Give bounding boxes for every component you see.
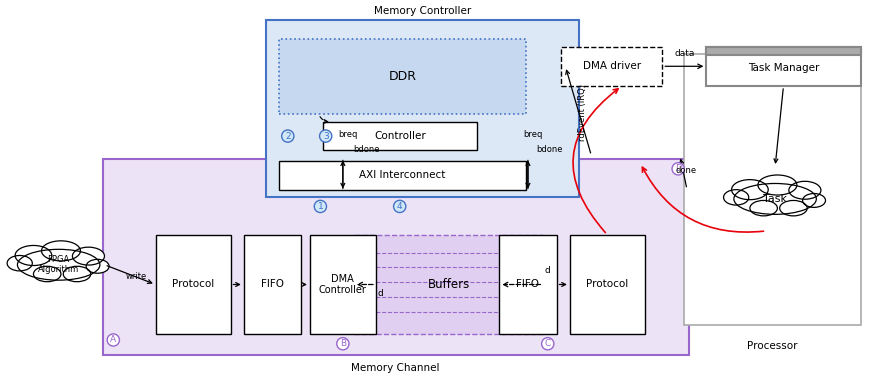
Text: DDR: DDR — [388, 70, 416, 83]
Text: d: d — [545, 266, 551, 275]
Ellipse shape — [789, 181, 821, 199]
Ellipse shape — [15, 246, 52, 266]
Ellipse shape — [64, 266, 91, 282]
Text: 1: 1 — [317, 202, 324, 211]
Text: breq: breq — [339, 130, 358, 139]
Text: rdEvent (IRQ): rdEvent (IRQ) — [578, 85, 587, 141]
Ellipse shape — [18, 249, 100, 280]
Text: write: write — [126, 272, 147, 281]
Text: DMA driver: DMA driver — [583, 61, 641, 71]
FancyBboxPatch shape — [706, 47, 861, 55]
Text: Memory Channel: Memory Channel — [352, 363, 440, 373]
Ellipse shape — [72, 247, 104, 265]
Text: D: D — [674, 164, 682, 173]
Text: A: A — [110, 335, 117, 345]
Text: bdone: bdone — [537, 146, 563, 155]
FancyBboxPatch shape — [309, 235, 376, 334]
Ellipse shape — [780, 200, 807, 216]
FancyBboxPatch shape — [266, 20, 579, 197]
Ellipse shape — [758, 175, 796, 195]
Text: AXI Interconnect: AXI Interconnect — [359, 171, 446, 180]
Ellipse shape — [723, 190, 749, 205]
Text: C: C — [545, 339, 551, 348]
Text: Task: Task — [763, 194, 787, 204]
Text: FIFO: FIFO — [516, 279, 539, 290]
Text: 4: 4 — [397, 202, 402, 211]
Text: Controller: Controller — [374, 131, 426, 141]
Text: done: done — [675, 166, 697, 175]
Ellipse shape — [803, 194, 826, 207]
FancyBboxPatch shape — [706, 47, 861, 86]
Ellipse shape — [750, 200, 777, 216]
FancyBboxPatch shape — [103, 160, 689, 355]
Text: FIFO: FIFO — [261, 279, 284, 290]
Text: Protocol: Protocol — [586, 279, 629, 290]
FancyBboxPatch shape — [279, 39, 526, 114]
Text: Memory Controller: Memory Controller — [374, 6, 471, 16]
Ellipse shape — [86, 259, 109, 273]
FancyBboxPatch shape — [323, 122, 477, 150]
Text: Protocol: Protocol — [171, 279, 214, 290]
Ellipse shape — [7, 255, 33, 271]
Text: breq: breq — [523, 130, 543, 139]
Ellipse shape — [42, 241, 80, 261]
Text: Task Manager: Task Manager — [748, 63, 819, 73]
FancyBboxPatch shape — [499, 235, 557, 334]
FancyBboxPatch shape — [354, 235, 544, 334]
Text: Processor: Processor — [747, 341, 797, 351]
Text: bdone: bdone — [354, 146, 380, 155]
FancyBboxPatch shape — [279, 161, 526, 190]
FancyBboxPatch shape — [684, 54, 861, 325]
Text: Buffers: Buffers — [428, 278, 469, 291]
Ellipse shape — [34, 266, 61, 282]
Ellipse shape — [732, 180, 768, 200]
Text: DMA
Controller: DMA Controller — [319, 274, 367, 295]
FancyBboxPatch shape — [244, 235, 301, 334]
FancyBboxPatch shape — [561, 47, 662, 86]
FancyBboxPatch shape — [156, 235, 231, 334]
Text: B: B — [339, 339, 346, 348]
Text: d: d — [377, 289, 383, 298]
Ellipse shape — [734, 183, 816, 215]
Text: data: data — [674, 49, 695, 58]
Text: 2: 2 — [285, 132, 291, 141]
Text: FPGA
Algorithm: FPGA Algorithm — [38, 255, 80, 274]
Text: 3: 3 — [323, 132, 329, 141]
FancyBboxPatch shape — [570, 235, 644, 334]
